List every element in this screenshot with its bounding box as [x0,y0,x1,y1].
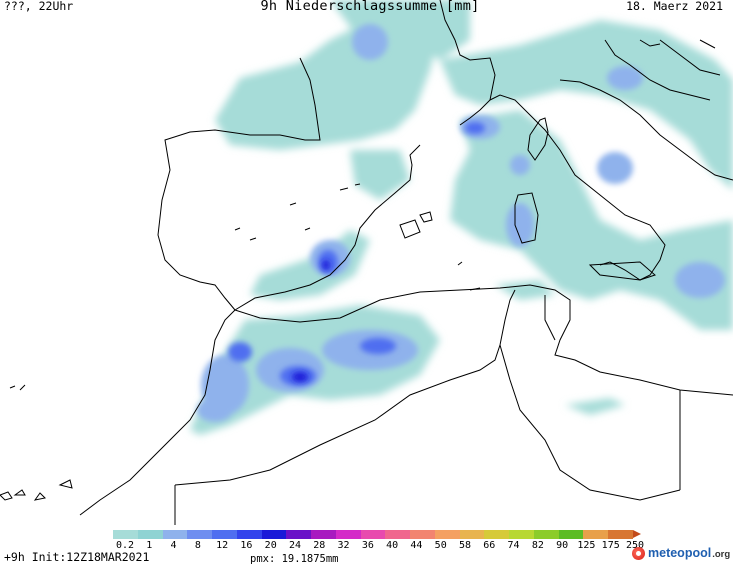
scale-label: 250 [625,540,645,551]
scale-label: 4 [170,540,177,551]
scale-label: 16 [240,540,253,551]
init-time-label: +9h Init:12Z18MAR2021 [4,550,150,564]
scale-swatch [434,530,460,539]
max-precip-label: pmx: 19.1875mm [250,553,339,565]
logo-text: meteopool [648,546,712,560]
scale-arrow [632,530,641,538]
scale-label: 50 [434,540,447,551]
coastlines [0,0,733,525]
scale-swatch [410,530,435,539]
scale-swatch [335,530,361,539]
scale-swatch [360,530,386,539]
scale-swatch [385,530,410,539]
scale-swatch [137,530,163,539]
logo-icon [632,546,645,560]
scale-swatch [261,530,287,539]
scale-swatch [286,530,311,539]
scale-swatch [113,530,138,539]
scale-swatch [459,530,485,539]
scale-label: 36 [361,540,374,551]
scale-label: 20 [264,540,277,551]
precip-heavy [228,122,485,386]
scale-label: 12 [216,540,229,551]
scale-label: 40 [386,540,399,551]
logo-tld: .org [712,548,731,560]
scale-label: 175 [601,540,620,551]
scale-swatch [212,530,237,539]
scale-label: 82 [531,540,544,551]
header-left-label: ???, 22Uhr [4,0,74,13]
scale-label: 24 [288,540,302,551]
map-title: 9h Niederschlagssumme [mm] [260,0,480,14]
meteopool-logo[interactable]: meteopool .org [632,546,730,560]
scale-swatch [509,530,534,539]
scale-swatch [311,530,336,539]
scale-swatch [533,530,559,539]
scale-label: 32 [337,540,350,551]
color-scale-bar [113,530,641,539]
scale-label: 28 [313,540,326,551]
scale-swatch [187,530,212,539]
scale-swatch [236,530,262,539]
scale-swatch [558,530,584,539]
scale-label: 74 [507,540,520,551]
scale-label: 125 [577,540,596,551]
date-label: 18. Maerz 2021 [626,0,723,13]
scale-swatch [484,530,509,539]
color-scale-labels: 0.2 1 4 8 12 16 20 24 28 32 36 40 44 50 58 66 74 82 90 125 1… [113,540,644,552]
scale-label: 1 [146,540,153,551]
scale-label: 58 [458,540,472,551]
scale-swatch [608,530,633,539]
scale-label: 90 [556,540,569,551]
scale-swatch [162,530,188,539]
scale-label: 8 [194,540,201,551]
scale-label: 44 [410,540,423,551]
scale-label: 66 [483,540,496,551]
scale-label: 0.2 [115,540,135,551]
scale-swatch [583,530,608,539]
precip-max [292,260,330,382]
